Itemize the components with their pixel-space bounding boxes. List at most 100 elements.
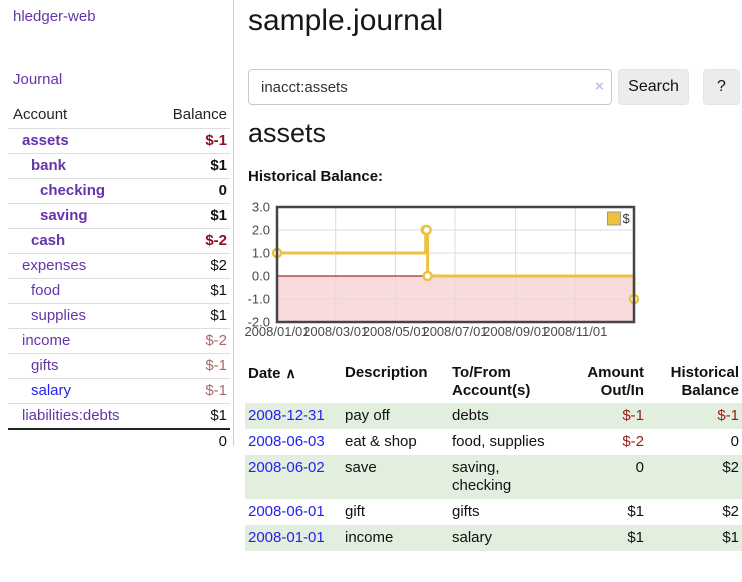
svg-text:-2.0: -2.0: [248, 315, 270, 330]
search-form: × Search ?: [248, 69, 742, 105]
account-balance: $2: [150, 253, 230, 279]
description-column-header: Description: [345, 364, 428, 381]
page-title: sample.journal: [248, 4, 444, 37]
account-row: gifts $-1: [8, 353, 230, 379]
transaction-balance: 0: [730, 433, 739, 450]
account-row: checking 0: [8, 178, 230, 204]
register-row: 2008-12-31 pay off debts $-1 $-1: [245, 403, 742, 429]
account-balance: $-1: [150, 353, 230, 379]
account-balance: $-1: [150, 378, 230, 404]
app-title-link[interactable]: hledger-web: [13, 8, 96, 25]
account-link[interactable]: cash: [31, 232, 66, 249]
transaction-balance: $2: [722, 459, 739, 476]
svg-text:1.0: 1.0: [252, 246, 270, 261]
chart-heading: Historical Balance:: [248, 168, 384, 185]
account-row: saving $1: [8, 203, 230, 229]
transaction-description: pay off: [345, 407, 390, 424]
svg-text:2.0: 2.0: [252, 223, 270, 238]
accounts-header-row: Account Balance: [8, 103, 230, 129]
account-balance: $1: [150, 278, 230, 304]
account-balance: $-2: [150, 328, 230, 354]
account-link[interactable]: food: [31, 282, 61, 299]
account-link[interactable]: saving: [40, 207, 88, 224]
transaction-description: save: [345, 459, 377, 476]
svg-text:0.0: 0.0: [252, 269, 270, 284]
transaction-date-link[interactable]: 2008-06-02: [248, 459, 325, 476]
account-link[interactable]: supplies: [31, 307, 87, 324]
account-row: liabilities:debts $1: [8, 403, 230, 429]
account-balance: $1: [150, 303, 230, 329]
register-row: 2008-06-01 gift gifts $1 $2: [245, 499, 742, 525]
transaction-description: eat & shop: [345, 433, 417, 450]
account-link[interactable]: assets: [22, 132, 69, 149]
svg-text:2008/07/01: 2008/07/01: [422, 324, 487, 339]
transaction-amount: $1: [627, 503, 644, 520]
accounts-table: Account Balance assets $-1 bank $1 checking 0…: [8, 103, 230, 454]
account-heading: assets: [248, 118, 327, 148]
account-column-header: Account: [13, 106, 68, 123]
account-row: food $1: [8, 278, 230, 304]
transaction-accounts: debts: [452, 407, 489, 424]
account-row: assets $-1: [8, 128, 230, 154]
date-column-header[interactable]: Date ∧: [245, 362, 342, 403]
amount-column-header: Amount Out/In: [587, 364, 644, 399]
account-row: bank $1: [8, 153, 230, 179]
transaction-accounts: food, supplies: [452, 433, 545, 450]
account-row: cash $-2: [8, 228, 230, 254]
sidebar-item-journal[interactable]: Journal: [13, 71, 63, 88]
account-link[interactable]: checking: [40, 182, 106, 199]
account-row: salary $-1: [8, 378, 230, 404]
accounts-total-value: 0: [150, 428, 230, 454]
transaction-date-link[interactable]: 2008-01-01: [248, 529, 325, 546]
svg-text:2008/09/01: 2008/09/01: [483, 324, 548, 339]
register-row: 2008-06-02 save saving, checking 0 $2: [245, 455, 742, 499]
account-link[interactable]: salary: [31, 382, 72, 399]
transaction-accounts: gifts: [452, 503, 480, 520]
account-balance: $-1: [150, 128, 230, 154]
balance-column-header: Balance: [172, 106, 227, 123]
main-content: sample.journal × Search ? assets Histori…: [234, 0, 742, 582]
account-link[interactable]: income: [22, 332, 71, 349]
register-row: 2008-01-01 income salary $1 $1: [245, 525, 742, 551]
accounts-column-header: To/From Account(s): [452, 364, 531, 399]
account-balance: $-2: [150, 228, 230, 254]
transaction-date-link[interactable]: 2008-12-31: [248, 407, 325, 424]
transaction-accounts: salary: [452, 529, 493, 546]
transaction-date-link[interactable]: 2008-06-03: [248, 433, 325, 450]
account-row: income $-2: [8, 328, 230, 354]
search-input[interactable]: [248, 69, 612, 105]
clear-search-icon[interactable]: ×: [595, 78, 604, 95]
svg-text:-1.0: -1.0: [248, 292, 270, 307]
date-header-label: Date: [248, 365, 281, 382]
account-balance: $1: [150, 403, 230, 429]
account-link[interactable]: bank: [31, 157, 67, 174]
transaction-description: gift: [345, 503, 366, 520]
spacer-cell: [8, 428, 151, 454]
transaction-balance: $1: [722, 529, 739, 546]
account-row: expenses $2: [8, 253, 230, 279]
transaction-amount: $-1: [622, 407, 644, 424]
accounts-total-row: 0: [8, 428, 230, 454]
svg-text:2008/03/01: 2008/03/01: [303, 324, 368, 339]
search-button[interactable]: Search: [618, 69, 689, 105]
svg-text:2008/11/01: 2008/11/01: [543, 324, 607, 339]
account-balance: $1: [150, 153, 230, 179]
account-balance: $1: [150, 203, 230, 229]
sidebar: hledger-web Journal Account Balance asse…: [0, 0, 234, 454]
account-link[interactable]: gifts: [31, 357, 59, 374]
accounts-tbody: assets $-1 bank $1 checking 0 saving $1 cash $-2 e…: [8, 128, 230, 429]
help-button[interactable]: ?: [703, 69, 740, 105]
account-link[interactable]: expenses: [22, 257, 87, 274]
transaction-description: income: [345, 529, 394, 546]
transaction-amount: 0: [635, 459, 644, 476]
transaction-amount: $1: [627, 529, 644, 546]
account-link[interactable]: liabilities:debts: [22, 407, 120, 424]
svg-text:$: $: [623, 211, 631, 226]
svg-text:2008/05/01: 2008/05/01: [363, 324, 428, 339]
chart-svg: $3.0 2.0 1.0 0.0 -1.0 -2.02008/01/012008/03/0…: [244, 200, 640, 339]
transaction-amount: $-2: [622, 433, 644, 450]
register-header-row: Date ∧ Description To/From Account(s) Amo…: [245, 362, 742, 403]
transaction-date-link[interactable]: 2008-06-01: [248, 503, 325, 520]
register-row: 2008-06-03 eat & shop food, supplies $-2 0: [245, 429, 742, 455]
register-tbody: 2008-12-31 pay off debts $-1 $-1 2008-06-03 ea…: [245, 403, 742, 551]
